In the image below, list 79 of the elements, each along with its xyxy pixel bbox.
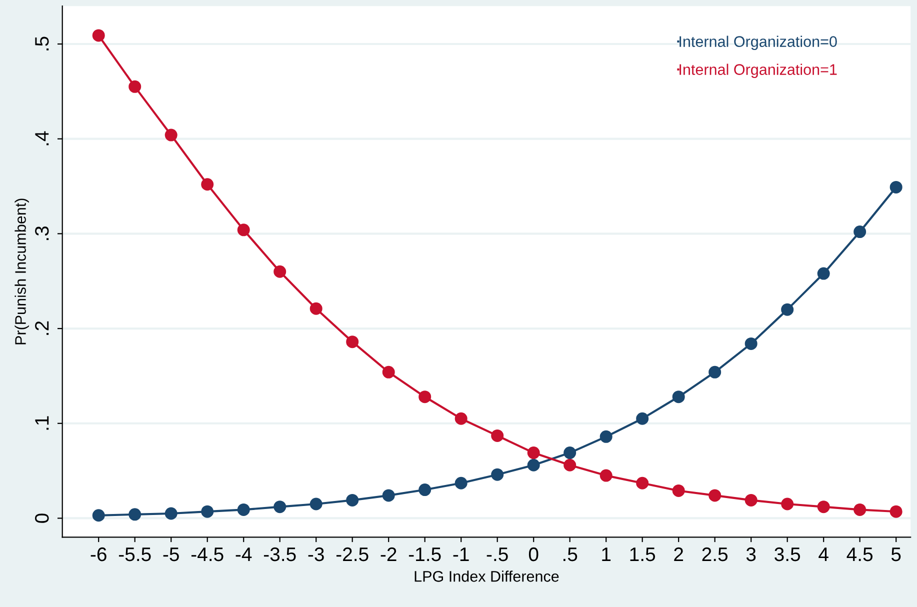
x-tick-label: -4.5 <box>191 548 224 562</box>
point <box>237 224 250 236</box>
point <box>890 505 902 518</box>
point <box>128 80 142 93</box>
point <box>454 412 468 425</box>
point <box>274 265 286 278</box>
x-tick-label: 3 <box>746 547 756 562</box>
point <box>310 302 322 315</box>
x-tick-label: -6 <box>90 547 106 562</box>
x-tick-label: -4 <box>236 548 252 562</box>
x-tick-label: 1.5 <box>630 548 656 562</box>
x-tick-label: 5 <box>891 548 901 562</box>
legend-label: Internal Organization=0 <box>680 36 837 50</box>
point <box>672 390 685 404</box>
x-tick-label: 4 <box>818 548 828 562</box>
x-tick-label: -.5 <box>486 548 508 562</box>
x-tick-label: 4.5 <box>846 548 873 562</box>
x-tick-label: 0 <box>528 547 538 562</box>
point <box>274 500 286 514</box>
point <box>164 507 178 520</box>
point <box>564 458 576 472</box>
point <box>454 476 468 490</box>
point <box>636 412 649 425</box>
point <box>708 489 722 502</box>
point <box>854 503 866 516</box>
x-tick-label: 2.5 <box>702 547 728 562</box>
x-tick-label: -2 <box>380 547 396 562</box>
point <box>708 366 722 378</box>
x-tick-label: 3.5 <box>774 547 800 562</box>
point <box>92 509 105 522</box>
point <box>527 458 540 472</box>
point <box>890 180 902 194</box>
y-tick-label: .3 <box>35 226 49 240</box>
x-tick-label: -5 <box>163 548 179 562</box>
point <box>382 489 395 502</box>
point <box>310 498 322 510</box>
x-axis-title: LPG Index Difference <box>414 570 559 582</box>
point <box>128 508 142 521</box>
x-tick-label: .5 <box>564 548 578 562</box>
point <box>600 430 612 443</box>
point <box>781 498 794 510</box>
point <box>346 494 359 506</box>
x-tick-label: -3.5 <box>264 547 296 562</box>
point <box>201 178 214 191</box>
y-tick-label: 0 <box>35 514 49 523</box>
y-tick-label: .5 <box>35 36 49 50</box>
point <box>817 500 830 514</box>
point <box>418 484 432 496</box>
point <box>164 128 178 142</box>
y-axis-title: Pr(Punish Incumbent) <box>14 198 29 344</box>
point <box>527 446 540 460</box>
point <box>237 503 250 516</box>
x-tick-label: -5.5 <box>118 548 151 562</box>
point <box>744 337 758 350</box>
point <box>346 336 359 348</box>
point <box>564 446 576 460</box>
x-tick-label: -1 <box>453 548 469 562</box>
point <box>92 29 105 42</box>
point <box>491 468 504 481</box>
x-tick-label: 2 <box>674 547 684 562</box>
y-tick-label: .2 <box>35 321 49 335</box>
y-tick-label: .1 <box>35 416 49 430</box>
x-tick-label: -3 <box>308 547 324 562</box>
point <box>636 476 649 490</box>
point <box>781 303 794 316</box>
point <box>201 505 214 518</box>
point <box>418 390 432 404</box>
point <box>854 226 866 238</box>
point <box>672 484 685 497</box>
x-tick-label: 1 <box>602 548 611 562</box>
x-tick-label: -1.5 <box>408 548 441 562</box>
point <box>817 267 830 280</box>
y-tick-label: .4 <box>35 131 49 146</box>
point <box>491 429 504 442</box>
point <box>744 494 758 506</box>
x-tick-label: -2.5 <box>336 547 368 562</box>
legend-label: Internal Organization=1 <box>680 64 837 78</box>
point <box>382 366 395 378</box>
point <box>600 469 612 482</box>
